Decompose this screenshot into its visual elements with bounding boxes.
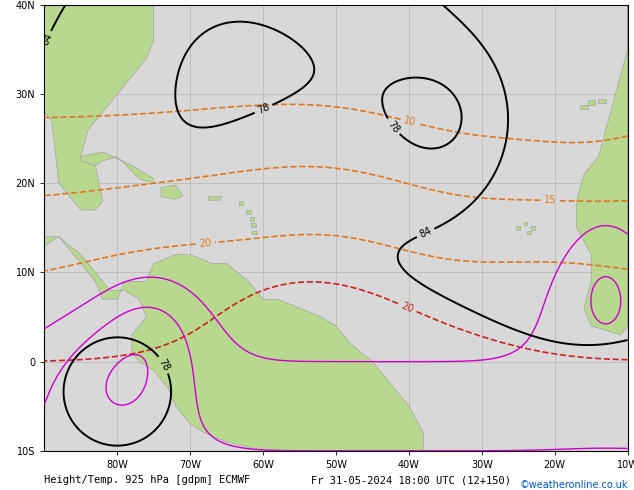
Text: 84: 84 [418,226,433,240]
Text: 20: 20 [198,238,212,249]
Text: ©weatheronline.co.uk: ©weatheronline.co.uk [519,480,628,490]
Text: 15: 15 [544,196,557,206]
Text: 10: 10 [403,115,417,128]
Text: Fr 31-05-2024 18:00 UTC (12+150): Fr 31-05-2024 18:00 UTC (12+150) [311,475,510,485]
Text: 20: 20 [399,300,415,315]
Text: Height/Temp. 925 hPa [gdpm] ECMWF: Height/Temp. 925 hPa [gdpm] ECMWF [44,475,250,485]
Text: 84: 84 [40,32,54,47]
Text: 78: 78 [385,119,401,135]
Text: 78: 78 [256,102,271,116]
Text: 78: 78 [157,357,171,372]
